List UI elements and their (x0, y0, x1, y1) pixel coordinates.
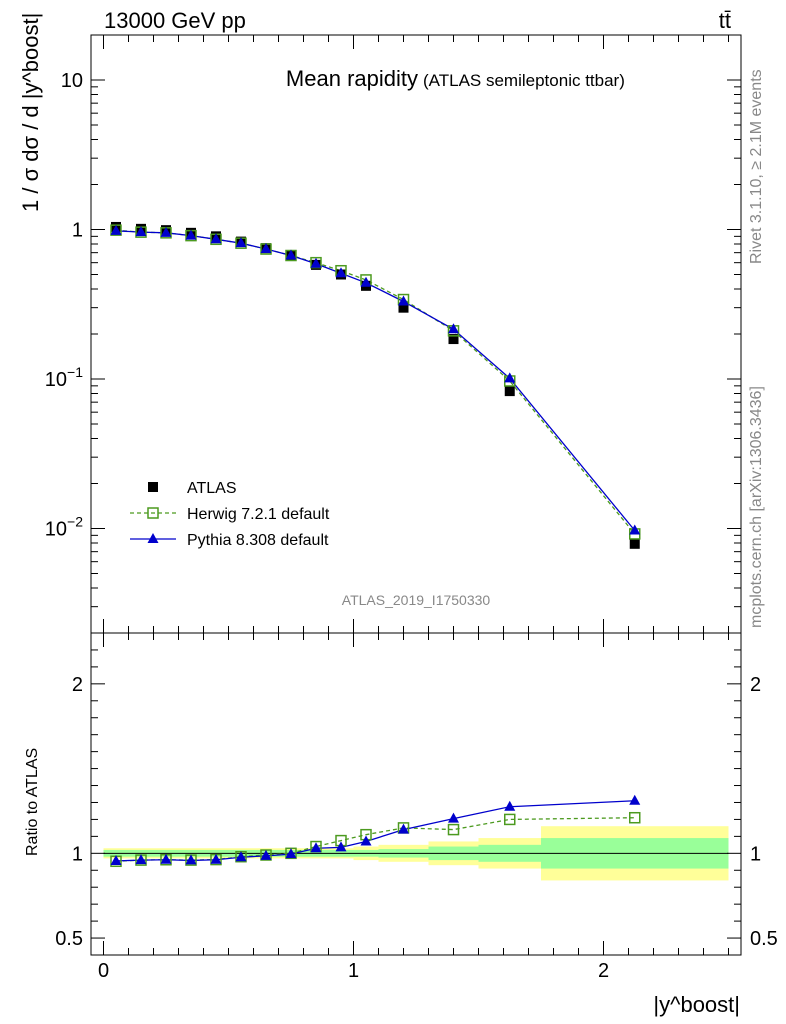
legend-label-herwig: Herwig 7.2.1 default (187, 506, 330, 523)
ratio-y-tick-label-right: 2 (750, 674, 761, 696)
ratio-point-pythia (135, 854, 147, 865)
main-point-data (398, 302, 409, 313)
main-point-pythia (110, 224, 122, 235)
ratio-point-pythia (260, 849, 272, 860)
process-label: tt̄ (719, 8, 731, 33)
main-point-pythia (160, 226, 172, 237)
rivet-info: Rivet 3.1.10, ≥ 2.1M events (748, 69, 765, 264)
axis-ticks: 0 1 2 10 1 10−1 10−2 0.5 0.5 1 1 2 2 (45, 34, 778, 982)
main-point-pythia (185, 229, 197, 240)
legend-marker-data (148, 482, 158, 492)
legend-marker-pythia (147, 533, 159, 543)
ratio-uncertainty-bands (103, 826, 729, 881)
ratio-y-tick-label: 0.5 (55, 928, 83, 950)
main-y-tick-label: 10 (61, 70, 83, 92)
ratio-point-pythia (335, 841, 347, 852)
main-point-pythia (629, 524, 641, 535)
main-point-data (629, 538, 640, 549)
main-point-data (448, 334, 459, 345)
ratio-point-pythia (185, 854, 197, 865)
analysis-id: ATLAS_2019_I1750330 (342, 592, 491, 608)
main-point-pythia (285, 249, 297, 260)
x-tick-label: 1 (348, 960, 359, 982)
ratio-y-tick-label-right: 0.5 (750, 928, 778, 950)
x-axis-label: |y^boost| (653, 992, 740, 1017)
main-y-tick-label: 10−1 (45, 364, 83, 391)
main-point-pythia (135, 226, 147, 237)
legend-label-data: ATLAS (187, 480, 237, 497)
series-markers (110, 221, 641, 868)
legend: ATLAS Herwig 7.2.1 default Pythia 8.308 de… (130, 480, 330, 549)
ratio-y-tick-label-right: 1 (750, 843, 761, 865)
x-tick-label: 2 (598, 960, 609, 982)
ratio-point-pythia (629, 794, 641, 805)
ratio-y-tick-label: 2 (72, 674, 83, 696)
main-y-axis-label: 1 / σ dσ / d |y^boost| (18, 13, 43, 212)
ratio-point-pythia (285, 848, 297, 859)
main-point-pythia (335, 267, 347, 278)
ratio-point-herwig (629, 811, 641, 824)
ratio-point-pythia (210, 853, 222, 864)
ratio-point-pythia (504, 800, 516, 811)
main-point-pythia (398, 295, 409, 306)
main-point-pythia (360, 276, 372, 287)
ratio-y-axis-label: Ratio to ATLAS (24, 748, 41, 856)
energy-label: 13000 GeV pp (104, 8, 246, 33)
ratio-point-pythia (398, 823, 409, 834)
ratio-point-pythia (110, 854, 122, 865)
main-point-pythia (504, 372, 516, 383)
main-point-data (504, 386, 515, 397)
ratio-point-herwig (504, 813, 516, 826)
ratio-point-pythia (235, 851, 247, 862)
ratio-point-pythia (360, 835, 372, 846)
ratio-plot-frame (90, 632, 742, 956)
main-point-pythia (310, 257, 322, 268)
ratio-point-pythia (448, 812, 459, 823)
x-tick-label: 0 (98, 960, 109, 982)
mcplots-info: mcplots.cern.ch [arXiv:1306.3436] (748, 386, 765, 628)
ratio-point-pythia (160, 853, 172, 864)
legend-label-pythia: Pythia 8.308 default (187, 532, 329, 549)
plot-subtitle: (ATLAS semileptonic ttbar) (423, 71, 625, 90)
main-point-pythia (448, 323, 459, 334)
ratio-point-herwig (447, 823, 460, 836)
main-point-pythia (260, 243, 272, 254)
main-point-pythia (210, 233, 222, 244)
ratio-y-tick-label: 1 (72, 843, 83, 865)
main-point-pythia (235, 237, 247, 248)
legend-marker-herwig (147, 507, 159, 519)
main-y-tick-label: 10−2 (45, 514, 83, 541)
ratio-point-pythia (310, 842, 322, 853)
main-y-tick-label: 1 (72, 220, 83, 242)
plot-title: Mean rapidity (286, 66, 418, 91)
